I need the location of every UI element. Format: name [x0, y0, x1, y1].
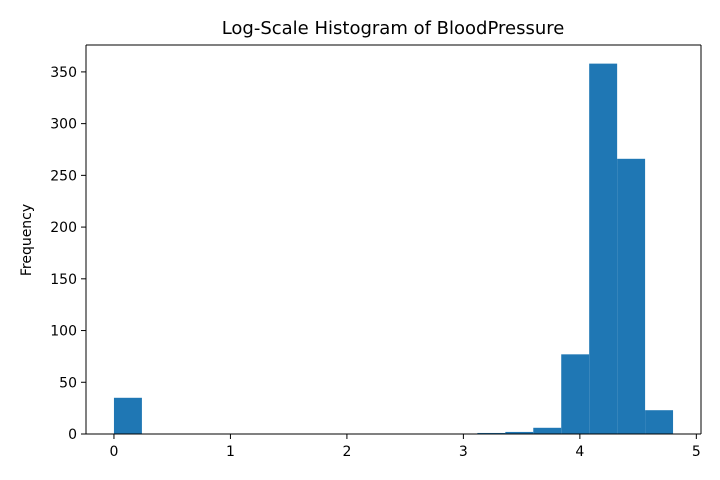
x-tick-label: 3 [459, 444, 468, 460]
x-tick-label: 1 [226, 444, 235, 460]
x-tick-label: 2 [342, 444, 351, 460]
y-tick-label: 350 [50, 65, 77, 81]
histogram-bar [561, 354, 590, 434]
y-axis-label: Frequency [19, 204, 35, 276]
histogram-bar [645, 410, 674, 434]
x-tick-label: 0 [109, 444, 118, 460]
x-tick-label: 5 [692, 444, 701, 460]
bars-group [113, 63, 674, 434]
histogram-bar [477, 432, 506, 434]
histogram-bar [617, 158, 646, 434]
y-tick-label: 50 [59, 375, 77, 391]
histogram-bar [589, 63, 618, 434]
histogram-bar [505, 431, 534, 434]
chart-title: Log-Scale Histogram of BloodPressure [222, 18, 565, 39]
histogram-bar [533, 427, 562, 434]
x-tick-label: 4 [575, 444, 584, 460]
y-tick-label: 100 [50, 324, 77, 340]
y-tick-label: 250 [50, 168, 77, 184]
y-tick-label: 0 [68, 427, 77, 443]
y-tick-label: 300 [50, 117, 77, 133]
y-tick-label: 200 [50, 220, 77, 236]
histogram-bar [113, 397, 142, 434]
y-tick-label: 150 [50, 272, 77, 288]
